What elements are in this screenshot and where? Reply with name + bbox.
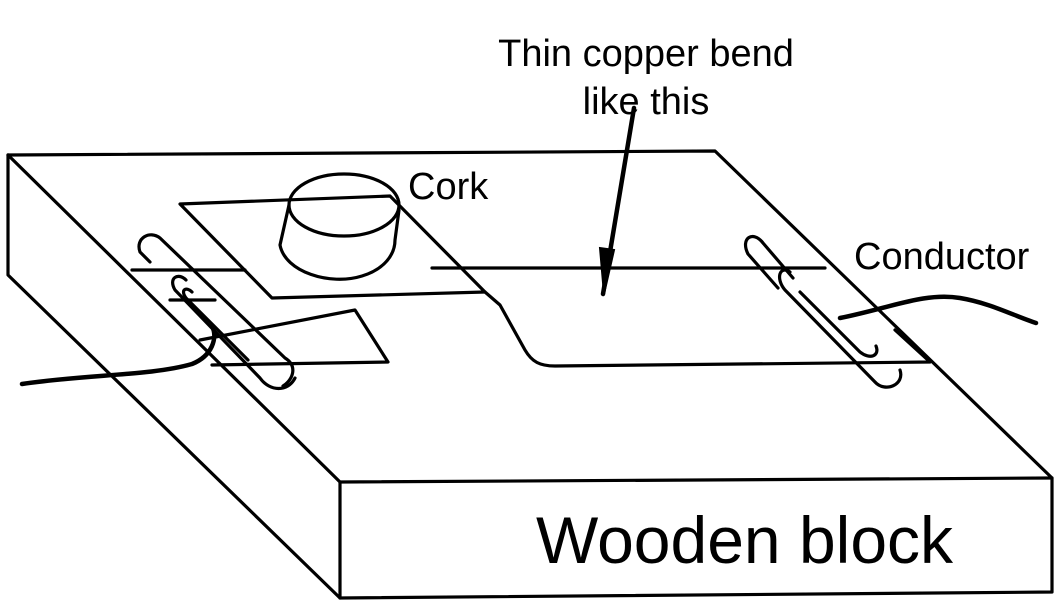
thin-copper-strip xyxy=(430,266,932,368)
right-conductor-wire xyxy=(837,294,1039,326)
pointer-arrow xyxy=(598,105,637,297)
left-conductor-wire xyxy=(19,323,217,387)
wooden-block xyxy=(6,149,1054,600)
cork xyxy=(278,172,401,281)
copper-strip-label: Thin copper bend like this xyxy=(484,30,808,126)
cork-label: Cork xyxy=(408,166,489,208)
copper-label-line-1: Thin copper bend xyxy=(498,33,794,75)
left-copper-strip xyxy=(130,268,390,367)
cork-plate xyxy=(178,194,487,300)
conductor-label: Conductor xyxy=(854,236,1030,278)
wooden-block-label: Wooden block xyxy=(536,503,954,577)
right-paper-clip xyxy=(743,234,903,389)
copper-label-line-2: like this xyxy=(582,81,710,123)
left-paper-clip xyxy=(137,233,297,391)
